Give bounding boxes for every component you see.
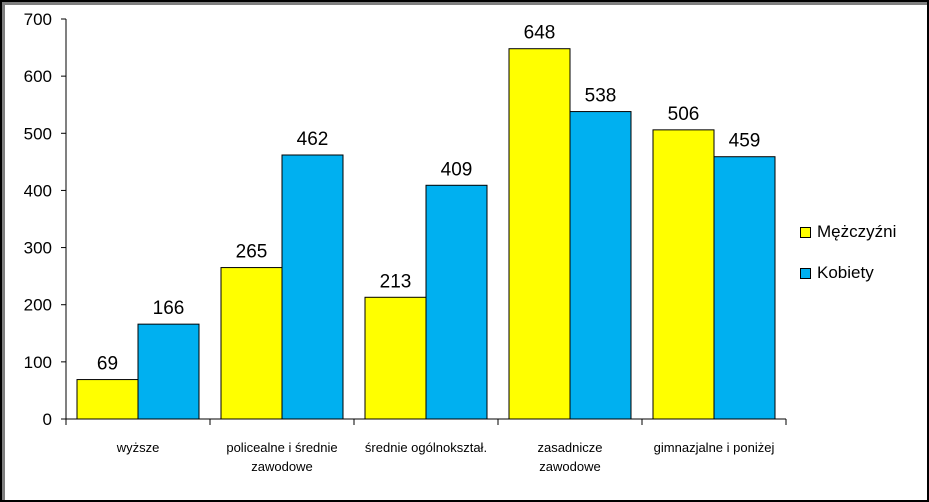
y-tick-label: 700 — [24, 10, 52, 29]
data-label: 213 — [380, 271, 412, 292]
bar-mezczyzni — [220, 267, 283, 420]
bar-mezczyzni — [76, 379, 139, 420]
legend: Mężczyźni Kobiety — [800, 222, 896, 304]
x-category-label: średnie ogólnokształ. — [365, 440, 487, 455]
bar-mezczyzni — [364, 296, 427, 420]
data-label: 409 — [441, 159, 473, 180]
x-category-label: policealne i średnie — [226, 440, 337, 455]
bar-kobiety — [713, 156, 776, 420]
bar-kobiety — [137, 323, 200, 420]
legend-item-kobiety: Kobiety — [800, 263, 896, 283]
y-tick-label: 200 — [24, 296, 52, 315]
y-tick-label: 600 — [24, 67, 52, 86]
x-category-label: zawodowe — [251, 459, 312, 474]
data-label: 538 — [585, 86, 617, 107]
data-label: 166 — [153, 298, 185, 319]
legend-swatch-kobiety — [800, 267, 811, 279]
y-tick-label: 400 — [24, 181, 52, 200]
bar-kobiety — [425, 184, 488, 420]
y-tick-label: 0 — [43, 410, 52, 429]
legend-label-mezczyzni: Mężczyźni — [817, 222, 897, 241]
bar-kobiety — [569, 111, 632, 420]
y-tick-label: 300 — [24, 239, 52, 258]
legend-item-mezczyzni: Mężczyźni — [800, 222, 896, 242]
y-tick-label: 500 — [24, 124, 52, 143]
bar-mezczyzni — [652, 129, 715, 420]
data-label: 506 — [668, 104, 700, 125]
data-label: 648 — [524, 23, 556, 44]
data-label: 459 — [729, 131, 761, 152]
legend-label-kobiety: Kobiety — [817, 263, 874, 282]
x-category-label: zawodowe — [539, 459, 600, 474]
bar-mezczyzni — [508, 48, 571, 420]
x-category-label: gimnazjalne i poniżej — [654, 440, 775, 455]
data-label: 265 — [236, 242, 268, 263]
legend-swatch-mezczyzni — [800, 226, 811, 238]
y-tick-label: 100 — [24, 353, 52, 372]
x-category-label: zasadnicze — [537, 440, 602, 455]
data-label: 462 — [297, 129, 329, 150]
bar-kobiety — [281, 154, 344, 420]
x-category-label: wyższe — [116, 440, 160, 455]
data-label: 69 — [97, 354, 118, 375]
